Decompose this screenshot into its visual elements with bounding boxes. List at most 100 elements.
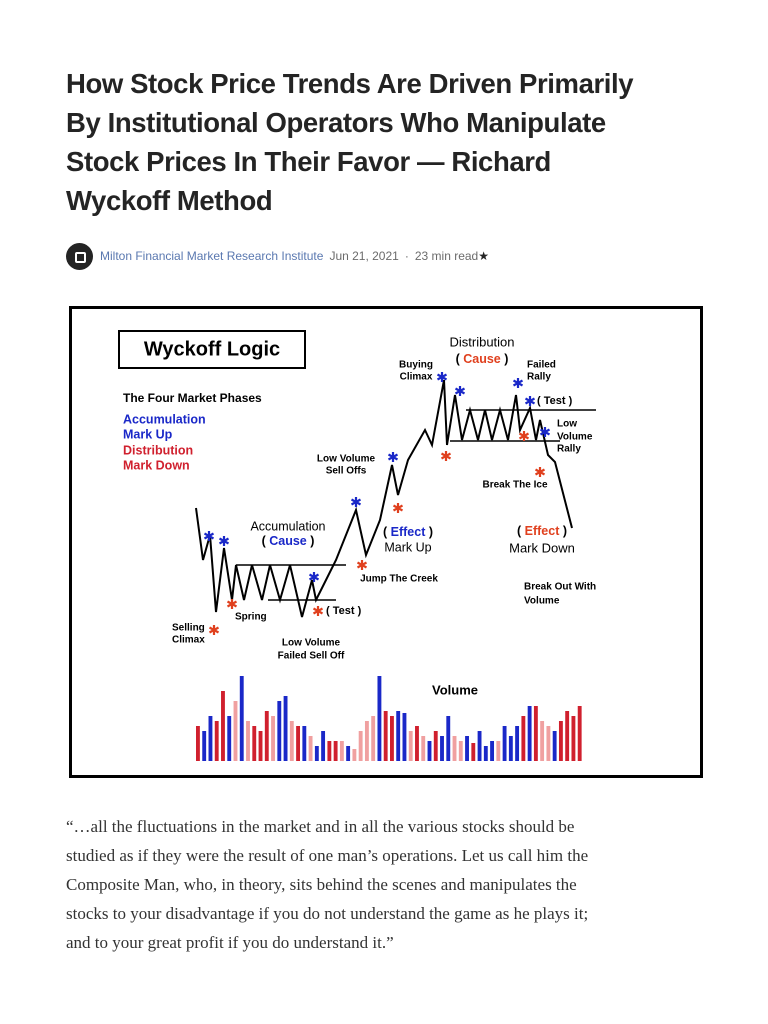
label: Rally — [527, 372, 551, 383]
quote-line: “…all the fluctuations in the market and… — [66, 817, 575, 836]
volume-bar — [446, 716, 451, 761]
label-part: ( — [262, 534, 270, 548]
price-path — [195, 379, 596, 618]
volume-bar — [408, 731, 413, 761]
volume-bar — [496, 741, 501, 761]
volume-bars — [196, 676, 582, 761]
label-part: Effect — [525, 524, 561, 538]
volume-bar — [558, 721, 563, 761]
volume-bar — [577, 706, 582, 761]
volume-bar — [352, 749, 357, 761]
label: Climax — [172, 635, 205, 646]
volume-bar — [427, 741, 432, 761]
label: Volume — [557, 432, 593, 443]
volume-bar — [383, 711, 388, 761]
quote: “…all the fluctuations in the market and… — [66, 812, 588, 957]
volume-bar — [308, 736, 313, 761]
avatar[interactable] — [66, 242, 93, 270]
volume-bar — [233, 701, 238, 761]
volume-bar — [546, 726, 551, 761]
label: Volume — [524, 596, 560, 607]
volume-bar — [271, 716, 275, 761]
label: Mark Down — [509, 540, 575, 555]
volume-bar — [327, 741, 332, 761]
label: Low Volume — [317, 454, 376, 465]
volume-bar — [364, 721, 369, 761]
volume-bar — [239, 676, 244, 761]
title-line: Stock Prices In Their Favor — Richard — [66, 146, 551, 177]
label-part: ) — [307, 534, 315, 548]
volume-bar — [571, 716, 576, 761]
label-part: Cause — [269, 534, 307, 548]
title-line: Wyckoff Method — [66, 185, 273, 216]
volume-bar — [490, 741, 495, 761]
quote-line: Composite Man, who, in theory, sits behi… — [66, 875, 577, 894]
volume-bar — [402, 713, 407, 761]
figure-title: Wyckoff Logic — [144, 338, 280, 360]
phase: Mark Up — [123, 427, 173, 441]
volume-bar — [415, 726, 419, 761]
label: Jump The Creek — [360, 574, 438, 585]
label: Break The Ice — [482, 480, 547, 491]
volume-bar — [527, 706, 532, 761]
label: Selling — [172, 623, 205, 634]
volume-bar — [252, 726, 257, 761]
label: Buying — [399, 360, 433, 371]
volume-bar — [396, 711, 401, 761]
quote-line: studied as if they were the result of on… — [66, 846, 589, 865]
member-star: ★ — [478, 249, 489, 263]
volume-bar — [214, 721, 219, 761]
volume-bar — [371, 716, 376, 761]
volume-bar — [333, 741, 338, 761]
volume-bar — [314, 746, 319, 761]
volume-bar — [277, 701, 282, 761]
label: Break Out With — [524, 582, 596, 593]
author[interactable]: Milton Financial Market Research Institu… — [100, 249, 324, 263]
label-part: ) — [559, 524, 567, 538]
volume-bar — [358, 731, 363, 761]
label: ( Cause ) — [262, 534, 315, 548]
label-part: ( — [383, 525, 391, 539]
quote-line: stocks to your disadvantage if you do no… — [66, 904, 589, 923]
volume-bar — [321, 731, 326, 761]
volume-bar — [515, 726, 520, 761]
volume-bar — [302, 726, 307, 761]
volume-bar — [508, 736, 513, 761]
volume-bar — [377, 676, 382, 761]
volume-bar — [296, 726, 301, 761]
volume-bar — [477, 731, 482, 761]
volume-bar — [502, 726, 507, 761]
volume-bar — [289, 721, 294, 761]
label-part: ) — [501, 352, 509, 366]
wyckoff-figure: Wyckoff Logic The Four Market Phases Acc… — [69, 306, 703, 778]
label: Failed — [527, 360, 556, 371]
label: ( Cause ) — [456, 352, 509, 366]
label: Failed Sell Off — [278, 651, 345, 662]
title-line: How Stock Price Trends Are Driven Primar… — [66, 68, 634, 99]
label-part: ( — [517, 524, 525, 538]
label: Low — [557, 419, 577, 430]
volume-bar — [258, 731, 263, 761]
label: Rally — [557, 444, 581, 455]
title-box — [118, 330, 306, 369]
phase: Distribution — [123, 443, 193, 457]
volume-bar — [533, 706, 538, 761]
phases-heading: The Four Market Phases — [123, 391, 262, 405]
label-part: Cause — [463, 352, 501, 366]
label: Accumulation — [250, 519, 325, 533]
label-part: Effect — [391, 525, 427, 539]
byline: Milton Financial Market Research Institu… — [66, 242, 489, 270]
volume-bar — [483, 746, 488, 761]
volume-bar — [246, 721, 250, 761]
volume-bar — [458, 741, 463, 761]
label: Sell Offs — [326, 466, 367, 477]
label: Mark Up — [384, 540, 431, 554]
phase: Accumulation — [123, 412, 206, 426]
volume-bar — [452, 736, 457, 761]
volume-bar — [227, 716, 232, 761]
volume-bar — [221, 691, 225, 761]
label: ( Effect ) — [383, 525, 433, 539]
volume-bar — [339, 741, 344, 761]
volume-bar — [552, 731, 557, 761]
date: Jun 21, 2021 — [329, 249, 399, 263]
